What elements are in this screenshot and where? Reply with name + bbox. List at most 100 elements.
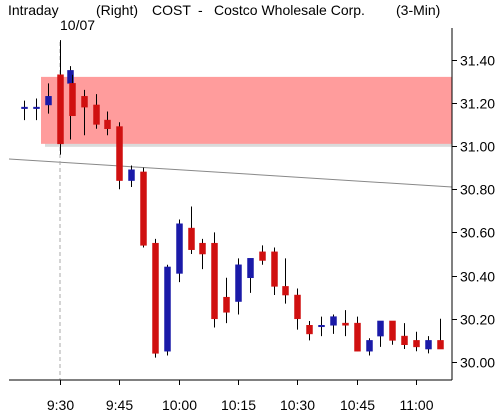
candle-body (164, 266, 171, 352)
candle-body (377, 320, 384, 337)
candle (164, 264, 171, 356)
candle (199, 238, 206, 270)
candle (401, 323, 408, 350)
candle-body (116, 126, 123, 181)
candle (366, 338, 373, 356)
header-interval: (3-Min) (396, 2, 441, 18)
y-tick-label: 30.60 (460, 225, 495, 241)
candle-body (294, 294, 301, 320)
candle-body (366, 340, 373, 352)
candle-body (271, 251, 278, 287)
candle (389, 320, 396, 345)
candle-body (45, 96, 52, 106)
trend-line (8, 158, 453, 188)
candle (413, 331, 420, 352)
header-company: Costco Wholesale Corp. (214, 2, 365, 18)
candle-body (437, 340, 444, 350)
candle (45, 83, 52, 114)
header-ticker: COST (152, 2, 191, 18)
candle (330, 314, 337, 334)
candle (247, 258, 254, 293)
candle (152, 238, 159, 358)
candle (342, 310, 349, 337)
y-tick-label: 30.80 (460, 182, 495, 198)
candle-body (330, 316, 337, 326)
candle (306, 320, 313, 341)
x-tick-label: 10:30 (280, 397, 315, 413)
candle-body (104, 119, 111, 129)
candle-body (33, 106, 40, 109)
y-tick-label: 30.20 (460, 312, 495, 328)
candle (425, 336, 432, 354)
candle (140, 167, 147, 248)
candle-body (306, 325, 313, 335)
candle-body (235, 264, 242, 302)
x-tick-label: 10:00 (162, 397, 197, 413)
y-tick-label: 30.00 (460, 355, 495, 371)
candle-body (128, 169, 135, 181)
x-tick-label: 11:00 (400, 397, 434, 413)
candle (294, 288, 301, 330)
candle (211, 232, 218, 328)
candle-body (247, 258, 254, 279)
candle (116, 122, 123, 190)
band-zone (41, 76, 452, 144)
candle-body (69, 83, 76, 117)
candle-body (57, 74, 64, 145)
candle-body (401, 335, 408, 345)
candle (437, 318, 444, 350)
candle-body (282, 286, 289, 296)
candle-body (389, 320, 396, 341)
candle (354, 316, 361, 352)
y-tick-label: 31.20 (460, 96, 495, 112)
candle-body (140, 171, 147, 246)
y-tick-label: 31.40 (460, 53, 495, 69)
candle-body (318, 325, 325, 328)
candle (104, 111, 111, 136)
y-tick-label: 30.40 (460, 269, 495, 285)
candle-layer (21, 40, 444, 358)
candle (223, 277, 230, 324)
date-label: 10/07 (60, 17, 96, 33)
candle-body (176, 223, 183, 274)
candle (271, 247, 278, 296)
candle-body (93, 104, 100, 125)
candle-body (259, 251, 266, 261)
x-tick-label: 10:15 (221, 397, 256, 413)
candle (282, 258, 289, 304)
candle (259, 245, 266, 265)
band-layer (41, 76, 452, 147)
candle (33, 98, 40, 121)
candle (176, 219, 183, 283)
candle (57, 40, 64, 155)
candle (128, 165, 135, 188)
header-dash: - (198, 2, 203, 18)
candle-body (188, 227, 195, 250)
candle-body (211, 242, 218, 320)
y-tick-label: 31.00 (460, 139, 495, 155)
candle (318, 316, 325, 337)
candle (235, 258, 242, 315)
candle (81, 89, 88, 136)
candle (188, 206, 195, 254)
x-tick-label: 9:30 (47, 397, 74, 413)
candle (377, 320, 384, 347)
candle (69, 74, 76, 117)
candle-body (152, 242, 159, 354)
candle-body (342, 322, 349, 326)
candle-body (413, 340, 420, 348)
candle-body (223, 296, 230, 313)
header-label: Intraday (8, 2, 59, 18)
candle-body (354, 322, 361, 352)
axis-layer: 30.00 30.20 30.40 30.60 30.80 31.00 31.20 31.40… (9, 28, 495, 413)
candle-body (199, 242, 206, 255)
candle-body (81, 96, 88, 108)
candle (21, 100, 28, 121)
x-tick-label: 9:45 (106, 397, 133, 413)
x-tick-label: 10:45 (340, 397, 375, 413)
candle (93, 94, 100, 129)
candle-body (21, 106, 28, 109)
header-side: (Right) (96, 2, 139, 18)
candle-body (425, 340, 432, 350)
